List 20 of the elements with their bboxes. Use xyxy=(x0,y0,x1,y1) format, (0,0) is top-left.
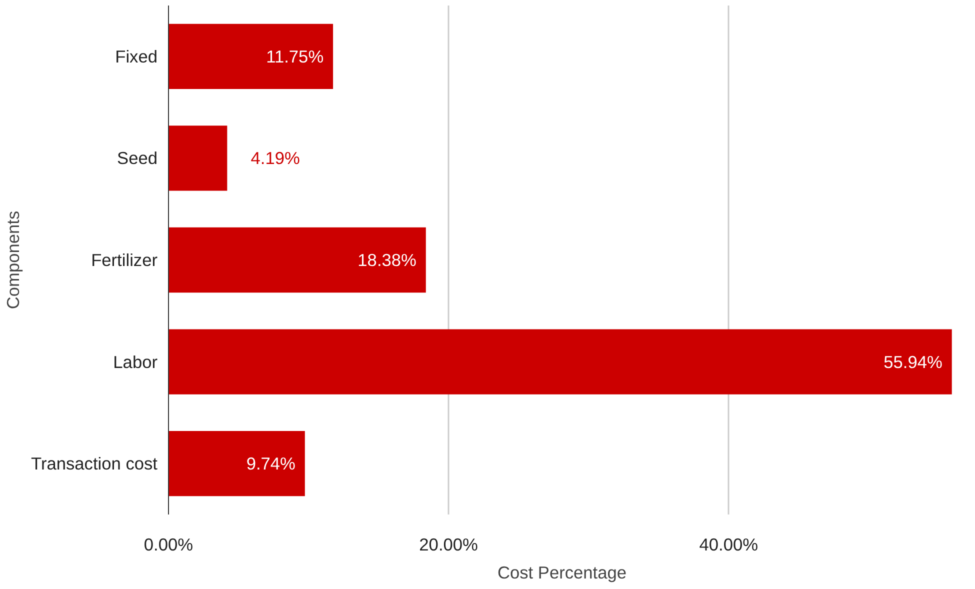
y-tick-label: Fertilizer xyxy=(91,250,158,270)
bar xyxy=(168,329,952,394)
bar xyxy=(168,227,426,293)
y-tick-label: Labor xyxy=(113,352,158,372)
y-tick-label: Transaction cost xyxy=(31,454,158,474)
bar xyxy=(168,431,305,496)
data-label: 4.19% xyxy=(250,148,300,168)
bar xyxy=(168,24,334,89)
data-label: 11.75% xyxy=(266,46,324,66)
bar xyxy=(168,126,228,191)
y-axis-title: Components xyxy=(3,210,24,310)
data-label: 55.94% xyxy=(884,352,942,372)
data-label: 18.38% xyxy=(358,250,416,270)
y-tick-label: Fixed xyxy=(115,46,158,66)
x-tick-label: 20.00% xyxy=(419,534,478,554)
data-label: 9.74% xyxy=(246,454,296,474)
x-axis-title: Cost Percentage xyxy=(497,562,627,582)
x-tick-label: 40.00% xyxy=(699,534,758,554)
y-tick-label: Seed xyxy=(117,148,158,168)
x-tick-label: 0.00% xyxy=(144,534,194,554)
